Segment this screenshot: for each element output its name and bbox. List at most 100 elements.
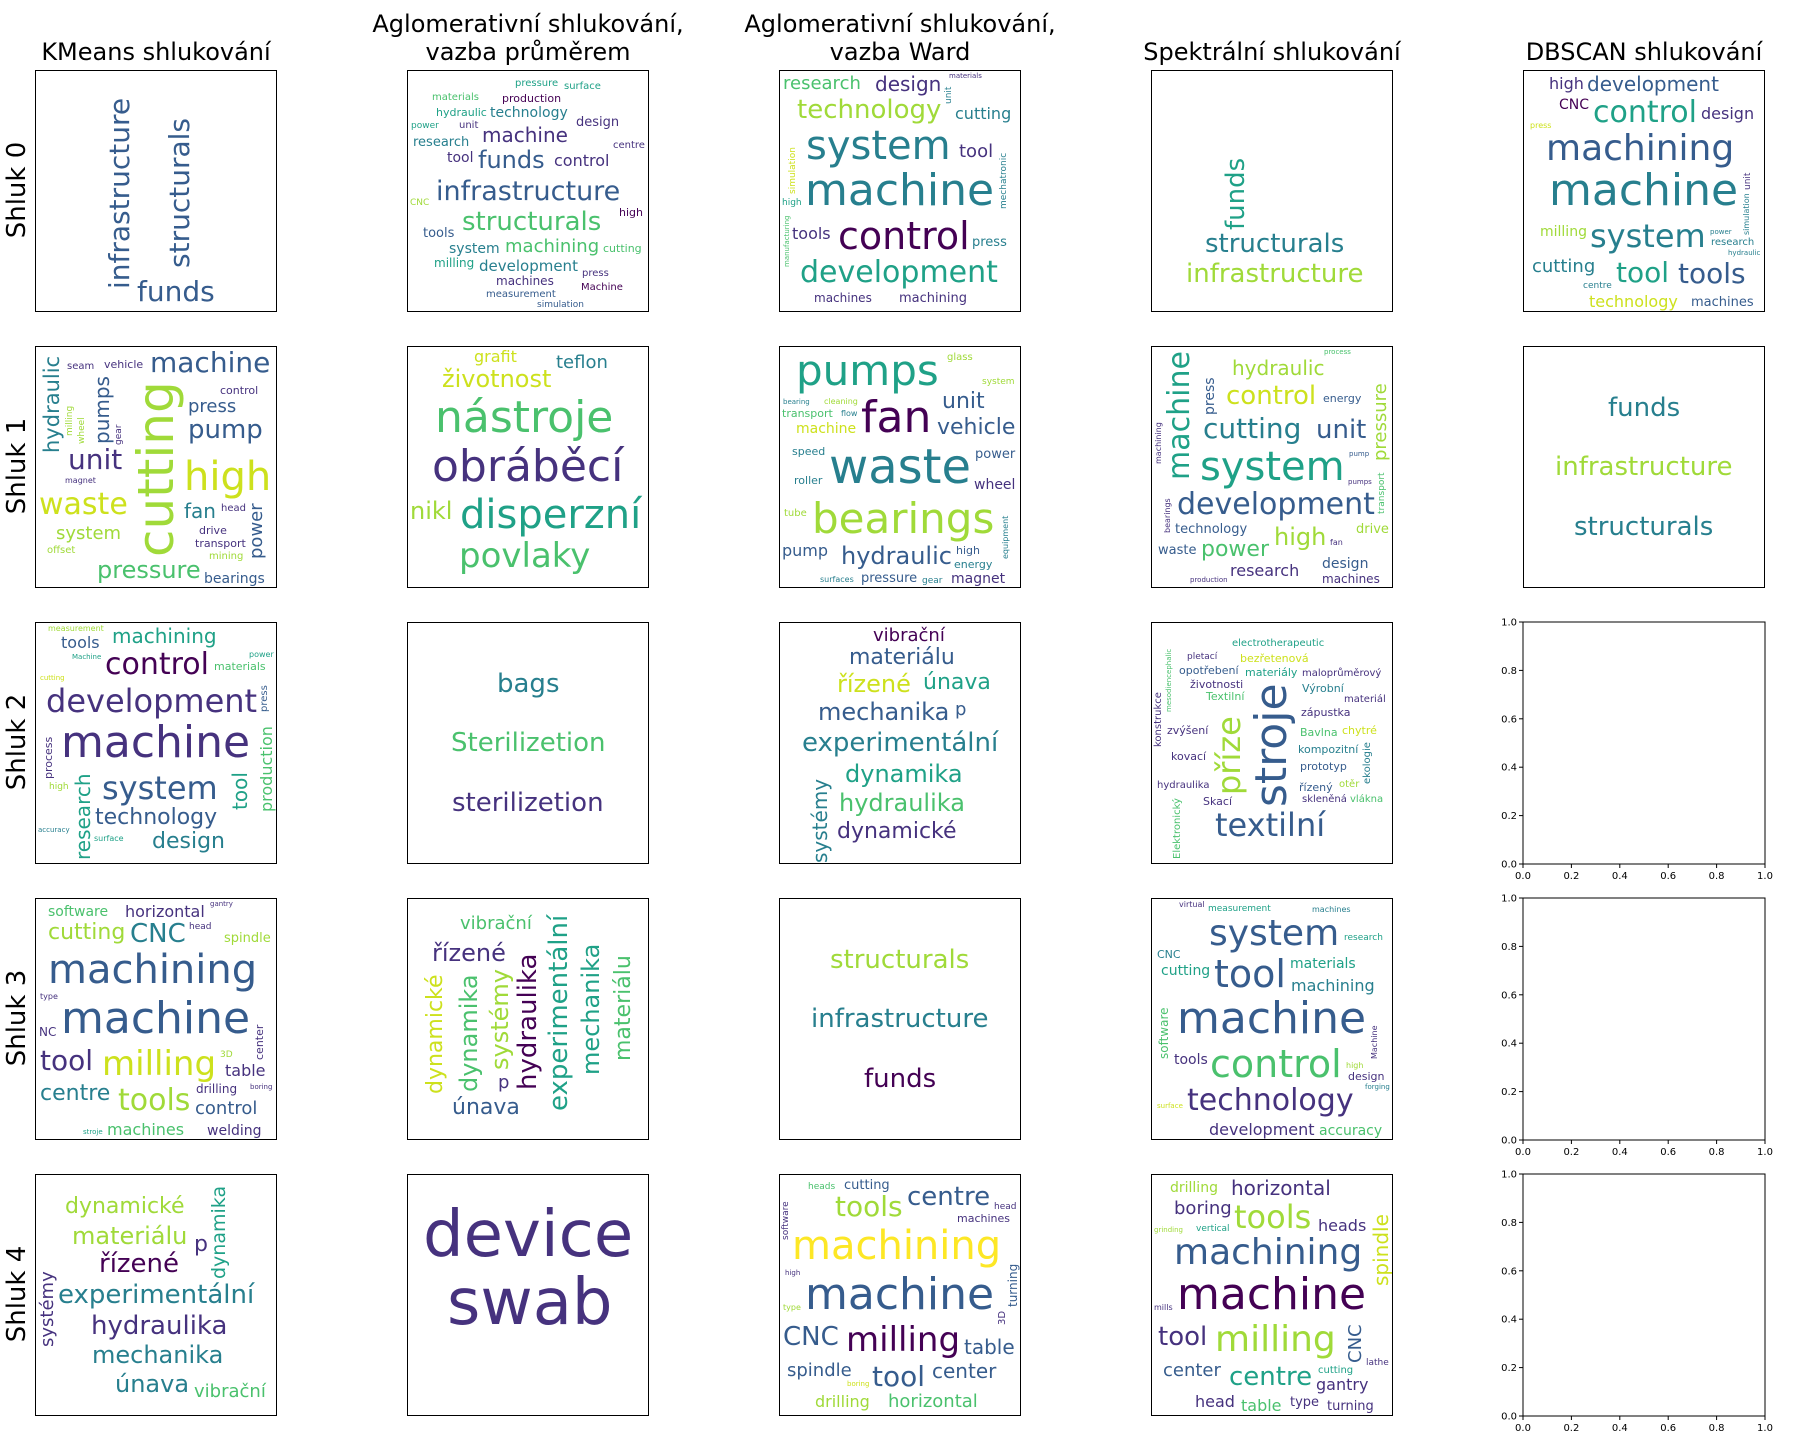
cloud-word: cutting [127,381,185,557]
cloud-word: machines [1691,295,1754,310]
cloud-word: unit [1743,172,1753,190]
cloud-word: drilling [815,1392,870,1411]
y-tick-label: 0.8 [1501,1218,1517,1229]
cloud-word: head [994,1202,1017,1212]
axes-frame [1522,1173,1766,1417]
cloud-word: fan [184,499,216,523]
cloud-word: cutting [955,104,1012,123]
cloud-word: software [1157,1007,1171,1059]
wordcloud-panel: funds infrastructure structurals [1523,346,1765,588]
cloud-word: control [1593,95,1697,130]
cloud-word: materials [949,72,982,80]
cloud-word: 3D [220,1050,233,1060]
cloud-word: boring [1174,1198,1232,1219]
cloud-word: obráběcí [432,441,624,492]
cloud-word: materials [432,92,479,103]
cloud-word: řízené [99,1249,180,1279]
cloud-word: dynamika [845,760,963,788]
cloud-word: textilní [1215,806,1326,844]
cloud-word: type [783,1303,801,1312]
cloud-word: control [195,1098,258,1119]
wordcloud-panel: experimentální dynamika mechanika hydraulik… [779,622,1021,864]
cloud-word: cutting [40,674,65,682]
cloud-word: drilling [1170,1180,1218,1196]
cloud-word: milling [846,1320,961,1360]
cloud-word: tool [1214,952,1286,996]
cloud-word: wheel [77,417,87,444]
cloud-word: vertical [1196,1224,1230,1234]
cloud-word: řízené [837,670,911,698]
cloud-word: experimentální [58,1280,255,1310]
cloud-word: 3D [997,1310,1008,1325]
wordcloud-panel: machine development system control technolog… [35,622,277,864]
cloud-word: machine [805,1269,995,1320]
cloud-word: machining [792,1223,1002,1269]
wordcloud-panel: device swab [407,1174,649,1416]
cloud-word: design [1701,104,1755,123]
cloud-word: head [221,503,246,514]
cloud-word: řízený [1299,781,1333,794]
cloud-word: vibrační [873,625,945,646]
cloud-word: machining [48,947,258,993]
cloud-word: Textilní [1206,690,1245,703]
cloud-word: hydraulic [1232,356,1325,380]
wordcloud-panel: machine machining milling tools tool CNC centr… [35,898,277,1140]
cloud-word: surface [94,834,124,843]
x-tick-label: 0.0 [1515,871,1531,882]
cloud-word: press [972,235,1007,250]
cloud-word: unit [944,86,954,104]
cloud-word: cutting [844,1178,890,1193]
cloud-word: transport [1377,472,1387,514]
y-tick-label: 0.0 [1501,1136,1517,1147]
cloud-word: cutting [48,920,126,945]
cloud-word: pressure [97,556,201,584]
cloud-word: development [46,682,258,720]
cloud-word: press [1202,377,1218,415]
cloud-word: bearings [204,571,265,587]
cloud-word: production [257,726,276,812]
cloud-word: system [1200,444,1345,490]
cloud-word: experimentální [802,728,999,758]
cloud-word: tool [1616,256,1670,289]
cloud-word: pressure [861,571,918,586]
cloud-word: Sterilizetion [451,728,606,758]
cloud-word: experimentální [544,914,574,1111]
cloud-word: process [1324,348,1351,356]
cloud-word: příze [1210,716,1248,795]
cloud-word: horizontal [125,902,205,921]
cloud-word: machine [1177,1269,1367,1320]
cloud-word: control [838,214,970,258]
cloud-word: high [1346,1061,1364,1070]
cloud-word: zápustka [1301,706,1351,719]
cloud-word: high [785,1269,801,1277]
cloud-word: dynamické [423,974,448,1094]
cloud-word: magnet [65,476,96,485]
cloud-word: dynamické [65,1194,185,1219]
cloud-word: high [1549,74,1584,93]
cloud-word: system [806,123,951,169]
x-tick-label: 0.2 [1563,871,1579,882]
cloud-word: heads [1318,1216,1367,1235]
cloud-word: povlaky [459,536,591,576]
cloud-word: center [932,1359,997,1383]
cloud-word: p [194,1232,208,1257]
cloud-word: unit [1316,415,1367,445]
wordcloud-panel: machine machining system control tool tools de… [1523,70,1765,312]
cloud-word: machining [1546,128,1735,169]
cloud-word: CNC [1157,948,1181,961]
cloud-word: fan [861,392,932,443]
cloud-word: machine [61,717,251,768]
cloud-word: research [413,135,470,150]
cloud-word: accuracy [38,826,70,834]
cloud-word: hydraulic [436,106,487,119]
cloud-word: stroje [83,1128,103,1136]
cloud-word: pletací [1187,652,1218,662]
cloud-word: power [1710,228,1732,236]
cloud-word: materiálu [849,645,955,670]
cloud-word: swab [447,1266,613,1340]
cloud-word: development [1177,487,1375,522]
x-tick-label: 0.4 [1612,1147,1628,1158]
cloud-word: hydraulika [513,953,543,1090]
cloud-word: únava [923,670,991,695]
